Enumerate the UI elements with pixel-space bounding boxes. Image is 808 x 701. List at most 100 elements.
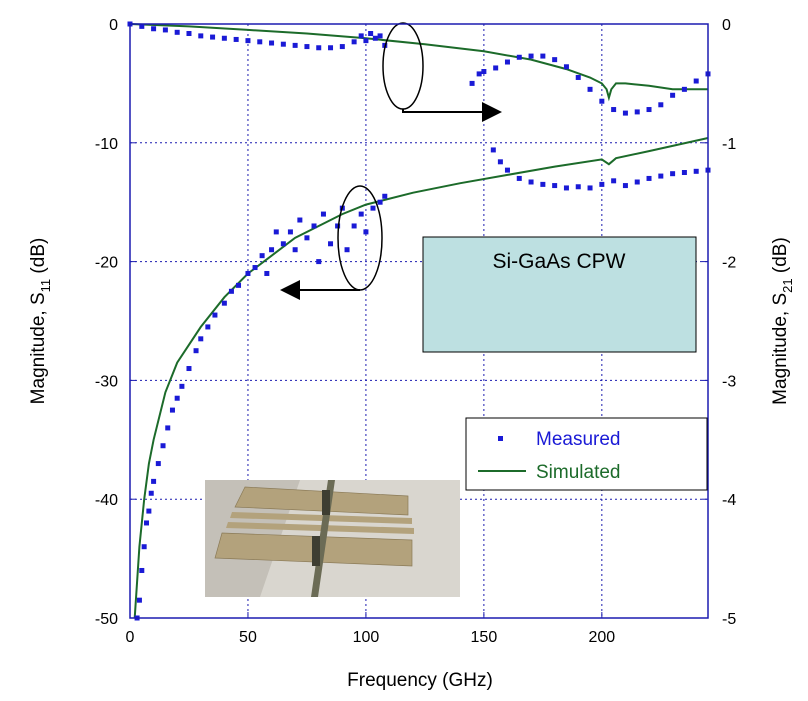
point (490, 147, 496, 153)
point (179, 383, 185, 389)
point (670, 171, 676, 177)
legend-box (465, 417, 708, 491)
point (528, 53, 534, 59)
point (681, 170, 687, 175)
point (382, 193, 388, 199)
point (363, 229, 369, 235)
x-axis-label: Frequency (GHz) (347, 670, 493, 691)
point (221, 300, 227, 306)
y2-tick-label: -1 (722, 136, 736, 153)
point (320, 211, 326, 217)
x-tick-label: 150 (471, 629, 498, 646)
point (186, 366, 192, 372)
point (540, 53, 546, 59)
point (497, 159, 503, 165)
point (151, 26, 157, 32)
point (476, 71, 482, 77)
point (504, 167, 510, 173)
point (693, 168, 699, 174)
x-tick-label: 100 (353, 629, 380, 646)
point (228, 288, 234, 294)
y2-label-text: Magnitude, S (770, 293, 791, 405)
plot-frame (129, 23, 709, 619)
legend: Measured Simulated (465, 417, 708, 491)
point (155, 461, 161, 467)
x-tick-label: 200 (588, 629, 615, 646)
point (236, 282, 242, 288)
point (160, 443, 166, 449)
point (186, 31, 192, 37)
point (221, 35, 227, 41)
y2-tick-label: -2 (722, 255, 736, 272)
point (297, 217, 303, 223)
point (552, 183, 558, 189)
point (575, 74, 581, 80)
legend-label: Simulated (536, 462, 621, 483)
point (469, 80, 475, 86)
y-tick-label: -30 (95, 373, 118, 390)
point (377, 199, 383, 205)
point (193, 348, 199, 354)
point (139, 23, 145, 29)
y-tick-label: -10 (95, 136, 118, 153)
point (504, 59, 510, 65)
legend-symbol (498, 436, 503, 441)
point (516, 175, 522, 181)
point (368, 31, 374, 37)
point (198, 33, 204, 39)
point (144, 520, 150, 526)
arrow (402, 102, 502, 122)
point (516, 54, 522, 60)
line (129, 23, 708, 102)
line (133, 137, 709, 619)
point (212, 312, 218, 318)
point (151, 478, 157, 484)
point (363, 38, 369, 44)
point (339, 44, 345, 50)
point (174, 395, 180, 401)
point (528, 179, 534, 185)
y2-tick-label: -5 (722, 611, 736, 628)
point (252, 265, 258, 271)
point (493, 65, 499, 71)
legend-label: Measured (536, 429, 621, 450)
plot-area (127, 21, 711, 621)
point (587, 86, 593, 92)
point (148, 490, 154, 496)
point (287, 229, 293, 235)
point (169, 407, 175, 413)
y2-label-unit: (dB) (770, 237, 791, 273)
point (358, 211, 364, 217)
point (174, 29, 180, 35)
x-tick-label: 50 (239, 629, 257, 646)
point (316, 259, 322, 265)
point (552, 57, 558, 63)
point (257, 39, 263, 45)
point (280, 241, 286, 247)
point (658, 173, 664, 179)
point (245, 38, 251, 44)
point (646, 175, 652, 181)
point (280, 41, 286, 47)
point (563, 64, 569, 70)
point (693, 78, 699, 84)
point (198, 336, 204, 342)
point (335, 223, 341, 229)
annotation-box (422, 236, 697, 353)
axes: 0 50 100 150 200-50-40-30-20-100-5-4-3-2-10 (95, 17, 736, 646)
point (540, 181, 546, 187)
y2-tick-label: -4 (722, 492, 736, 509)
point (575, 184, 581, 190)
point (358, 33, 364, 39)
point (681, 86, 687, 92)
point (611, 107, 617, 113)
point (136, 597, 142, 603)
point (670, 92, 676, 98)
point (351, 223, 357, 229)
point (139, 567, 145, 573)
point (563, 185, 569, 191)
y-tick-label: -40 (95, 492, 118, 509)
point (141, 544, 147, 550)
point (292, 42, 298, 48)
ellipse (337, 185, 383, 291)
